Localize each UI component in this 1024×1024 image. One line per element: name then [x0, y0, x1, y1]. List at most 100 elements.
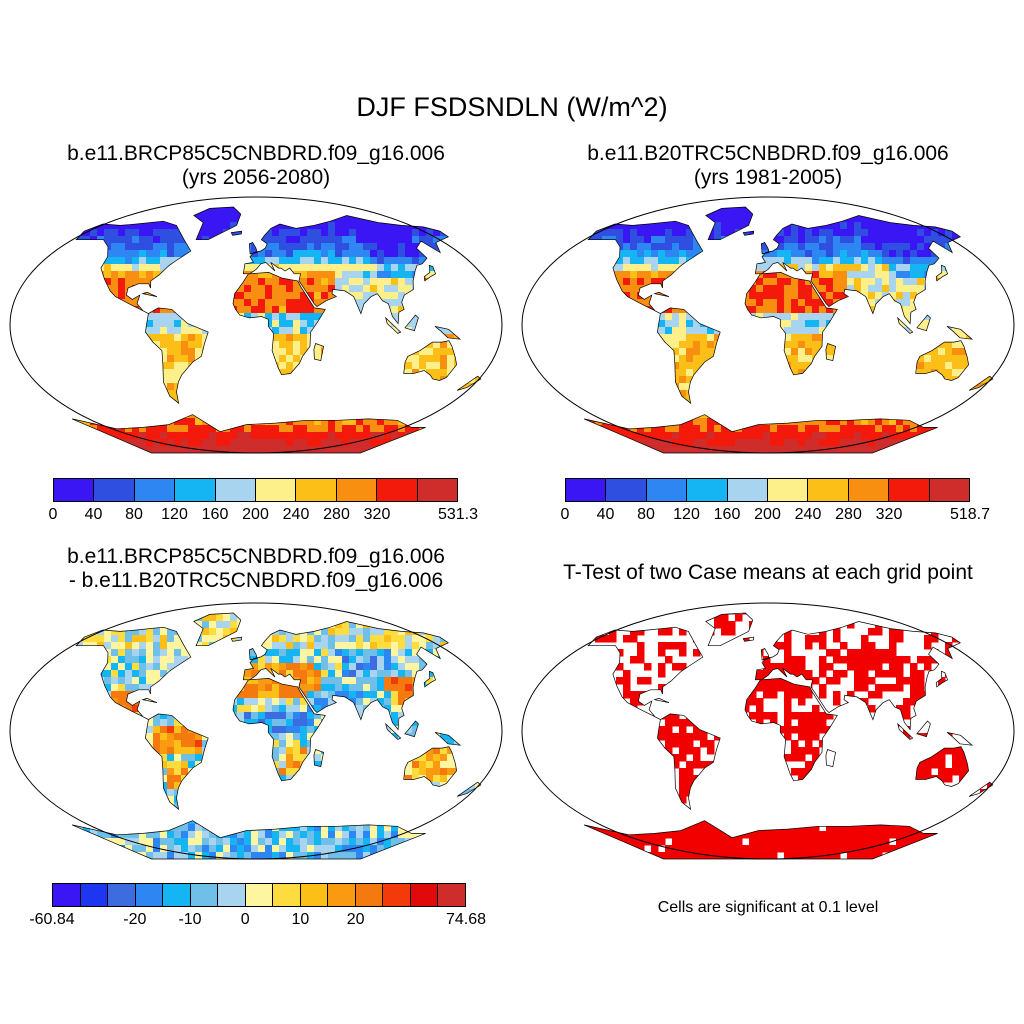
- map-historical-coastline-southamerica: [657, 307, 721, 405]
- map-difference-coastline-borneo: [404, 720, 419, 738]
- map-ttest-coastlines: [583, 612, 994, 860]
- map-historical-coastline-iceland: [742, 230, 755, 236]
- map-historical-coastline-greenland: [705, 206, 754, 241]
- colorbar-difference-tick-label: -10: [178, 911, 202, 928]
- map-difference-land-fill: [72, 613, 481, 859]
- colorbar-difference-swatch: [438, 884, 465, 906]
- colorbar-historical: [565, 478, 970, 502]
- panel-2-title: b.e11.B20TRC5CNBDRD.f09_g16.006 (yrs 198…: [518, 142, 1018, 190]
- colorbar-difference-swatch: [410, 884, 439, 906]
- map-ttest-coastline-newguinea: [946, 732, 974, 746]
- map-difference-coastline-southamerica: [145, 713, 209, 811]
- colorbar-difference-tick-label: -20: [123, 911, 147, 928]
- colorbar-historical-tick-label: 0: [560, 506, 570, 523]
- map-difference-coastline-sumatra: [385, 722, 402, 740]
- map-ttest-coastline-newzealand: [968, 781, 994, 797]
- colorbar-difference-swatch: [80, 884, 109, 906]
- map-historical-coastline-australia: [915, 340, 969, 381]
- colorbar-difference-swatch: [163, 884, 191, 906]
- map-historical-coastline-cuba: [653, 291, 670, 297]
- map-ttest-coastline-northamerica: [587, 626, 704, 720]
- colorbar-historical-tick-label: 80: [637, 506, 655, 523]
- map-future-coastline-africa: [232, 272, 326, 376]
- panel-1-title-line-1: b.e11.BRCP85C5CNBDRD.f09_g16.006: [67, 142, 445, 165]
- map-future-coastline-cuba: [141, 291, 158, 297]
- map-panel-historical: [521, 196, 1015, 454]
- colorbar-difference-swatch: [383, 884, 411, 906]
- map-ttest-coastline-antarctica: [583, 820, 938, 860]
- colorbar-historical-tick-label: 320: [875, 506, 903, 523]
- map-future-land-fill: [72, 207, 481, 453]
- map-future-coastline-borneo: [404, 314, 419, 332]
- colorbar-future-tick-label: 320: [363, 506, 391, 523]
- colorbar-historical-swatch: [606, 479, 647, 501]
- map-difference-coastlines: [71, 612, 482, 860]
- map-future-coastlines: [71, 206, 482, 454]
- colorbar-future-swatch: [215, 479, 257, 501]
- colorbar-future-tick-label: 280: [323, 506, 350, 523]
- colorbar-future-tick-label: 80: [125, 506, 143, 523]
- map-difference-coastline-greenland: [193, 612, 242, 647]
- map-difference-coastline-japan: [423, 670, 437, 688]
- map-future-coastline-southamerica: [145, 307, 209, 405]
- colorbar-difference-swatch: [245, 884, 274, 906]
- map-future-coastline-antarctica: [71, 414, 426, 454]
- colorbar-historical-swatch: [687, 479, 728, 501]
- map-historical-coastline-newguinea: [946, 326, 974, 340]
- map-future-coastline-sumatra: [385, 316, 402, 334]
- colorbar-historical-tick-label: 200: [754, 506, 781, 523]
- map-historical-coastline-madagascar: [825, 343, 837, 362]
- map-ttest-coastline-greenland: [705, 612, 754, 647]
- colorbar-future: [53, 478, 458, 502]
- colorbar-historical-swatch: [646, 479, 688, 501]
- colorbar-historical-swatch: [566, 479, 607, 501]
- colorbar-future-swatch: [417, 479, 458, 501]
- map-future-coastline-japan: [423, 264, 437, 282]
- map-ttest-map-border: [521, 602, 1015, 860]
- colorbar-historical-swatch: [889, 479, 930, 501]
- map-historical-coastline-japan: [935, 264, 949, 282]
- map-difference-coastline-northamerica: [75, 626, 192, 720]
- map-future-coastline-madagascar: [313, 343, 325, 362]
- colorbar-future-swatch: [175, 479, 216, 501]
- map-difference-coastline-newguinea: [434, 732, 462, 746]
- colorbar-future-swatch: [256, 479, 297, 501]
- map-difference-coastline-cuba: [141, 697, 158, 703]
- colorbar-future-tick-label: 200: [242, 506, 269, 523]
- colorbar-historical-swatch: [768, 479, 809, 501]
- map-ttest-coastline-uk: [760, 648, 770, 661]
- map-difference-coastline-australia: [403, 746, 457, 787]
- map-ttest-coastline-southamerica: [657, 713, 721, 811]
- map-future-coastline-northamerica: [75, 220, 192, 314]
- panel-4-title-line-1: T-Test of two Case means at each grid po…: [563, 561, 973, 584]
- panel-4-title: T-Test of two Case means at each grid po…: [518, 561, 1018, 585]
- colorbar-difference-tick-label: 20: [346, 911, 365, 928]
- map-difference-coastline-madagascar: [313, 749, 325, 768]
- colorbar-future-tick-label: 0: [48, 506, 58, 523]
- map-historical-map-border: [521, 196, 1015, 454]
- map-historical-coastlines: [583, 206, 994, 454]
- map-future-coastline-iceland: [230, 230, 243, 236]
- map-historical-coastline-borneo: [916, 314, 931, 332]
- colorbar-historical-tick-label: 240: [794, 506, 822, 523]
- colorbar-historical-swatch: [848, 479, 890, 501]
- colorbar-difference-tick-label: -60.84: [29, 911, 75, 928]
- map-future-coastline-eurasia: [242, 215, 450, 325]
- panel-1-title: b.e11.BRCP85C5CNBDRD.f09_g16.006 (yrs 20…: [6, 142, 506, 190]
- colorbar-future-swatch: [54, 479, 95, 501]
- map-historical-coastline-eurasia: [754, 215, 962, 325]
- colorbar-historical-tick-label: 120: [673, 506, 700, 523]
- map-ttest-coastline-africa: [744, 678, 838, 782]
- panel-2-title-line-1: b.e11.B20TRC5CNBDRD.f09_g16.006: [587, 142, 949, 165]
- colorbar-historical-tick-label: 518.7: [949, 506, 991, 523]
- colorbar-historical-swatch: [727, 479, 769, 501]
- colorbar-historical-swatch: [929, 479, 970, 501]
- colorbar-historical-swatch: [808, 479, 849, 501]
- colorbar-historical-tick-label: 160: [713, 506, 741, 523]
- colorbar-difference-swatch: [273, 884, 301, 906]
- colorbar-difference-swatch: [135, 884, 164, 906]
- map-ttest-coastline-eurasia: [754, 621, 962, 731]
- map-future-coastline-australia: [403, 340, 457, 381]
- colorbar-historical-tick-label: 280: [835, 506, 862, 523]
- colorbar-future-tick-label: 120: [161, 506, 188, 523]
